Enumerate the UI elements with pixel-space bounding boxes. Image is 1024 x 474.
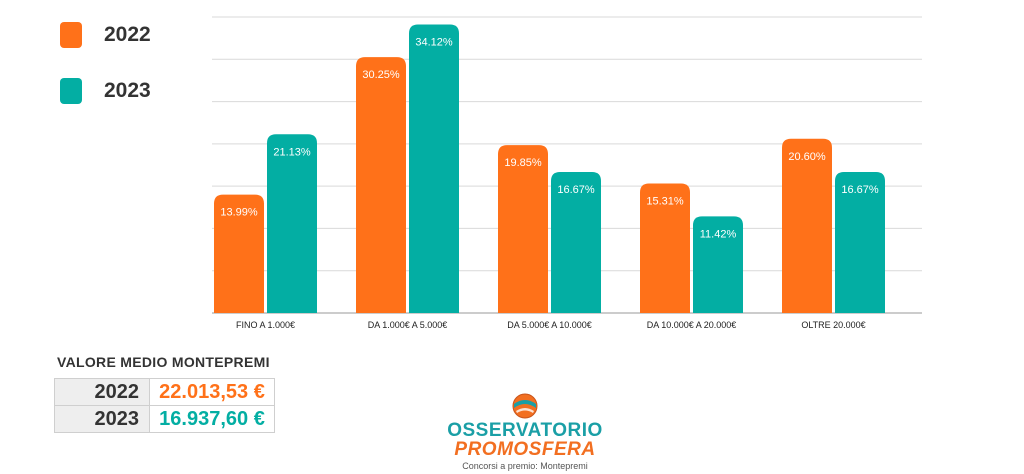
- bar-2023-4: [835, 172, 885, 313]
- bar-label-2023-0: 21.13%: [273, 146, 311, 158]
- legend-swatch-2023: [60, 78, 82, 104]
- bar-label-2022-2: 19.85%: [504, 157, 542, 169]
- x-tick-label-1: DA 1.000€ A 5.000€: [368, 320, 448, 330]
- bar-label-2023-3: 11.42%: [700, 228, 737, 240]
- x-tick-label-2: DA 5.000€ A 10.000€: [507, 320, 592, 330]
- summary-row-2023: 2023 16.937,60 €: [54, 405, 275, 433]
- bar-2023-0: [267, 134, 317, 313]
- summary-value-2023: 16.937,60 €: [149, 405, 275, 433]
- bar-2023-2: [551, 172, 601, 313]
- bar-2022-1: [356, 57, 406, 313]
- legend-item-2022: 2022: [60, 22, 151, 48]
- bar-label-2023-1: 34.12%: [415, 36, 453, 48]
- logo-tagline: Concorsi a premio: Montepremi: [462, 461, 588, 471]
- bar-2023-1: [409, 24, 459, 313]
- bar-2023-3: [693, 216, 743, 313]
- summary-year-2023: 2023: [54, 405, 150, 433]
- bar-label-2022-3: 15.31%: [646, 196, 684, 208]
- bar-2022-0: [214, 194, 264, 313]
- bar-chart: 13.99% 21.13% FINO A 1.000€ 30.25% 34.12% DA …: [212, 16, 922, 330]
- bar-label-2022-1: 30.25%: [362, 69, 400, 81]
- logo-line2: PROMOSFERA: [454, 439, 596, 460]
- summary-title: VALORE MEDIO MONTEPREMI: [57, 354, 270, 370]
- legend-item-2023: 2023: [60, 78, 151, 104]
- bar-label-2023-4: 16.67%: [841, 184, 879, 196]
- legend-label-2023: 2023: [104, 79, 151, 102]
- bar-2022-2: [498, 145, 548, 313]
- bar-2022-3: [640, 183, 690, 313]
- summary-value-2022: 22.013,53 €: [149, 378, 275, 406]
- bar-label-2022-0: 13.99%: [220, 207, 258, 219]
- legend-swatch-2022: [60, 22, 82, 48]
- legend: 2022 2023: [60, 22, 151, 134]
- bar-label-2022-4: 20.60%: [788, 151, 826, 163]
- logo-line1: OSSERVATORIO: [447, 420, 603, 441]
- summary-year-2022: 2022: [54, 378, 150, 406]
- x-tick-label-0: FINO A 1.000€: [236, 320, 295, 330]
- legend-label-2022: 2022: [104, 23, 151, 46]
- x-tick-label-3: DA 10.000€ A 20.000€: [647, 320, 737, 330]
- bar-label-2023-2: 16.67%: [557, 184, 595, 196]
- globe-icon: [511, 392, 539, 420]
- summary-table: 2022 22.013,53 € 2023 16.937,60 €: [54, 378, 275, 433]
- x-tick-label-4: OLTRE 20.000€: [801, 320, 865, 330]
- osservatorio-promosfera-logo: OSSERVATORIO PROMOSFERA Concorsi a premi…: [440, 392, 610, 472]
- summary-row-2022: 2022 22.013,53 €: [54, 378, 275, 406]
- bar-2022-4: [782, 138, 832, 313]
